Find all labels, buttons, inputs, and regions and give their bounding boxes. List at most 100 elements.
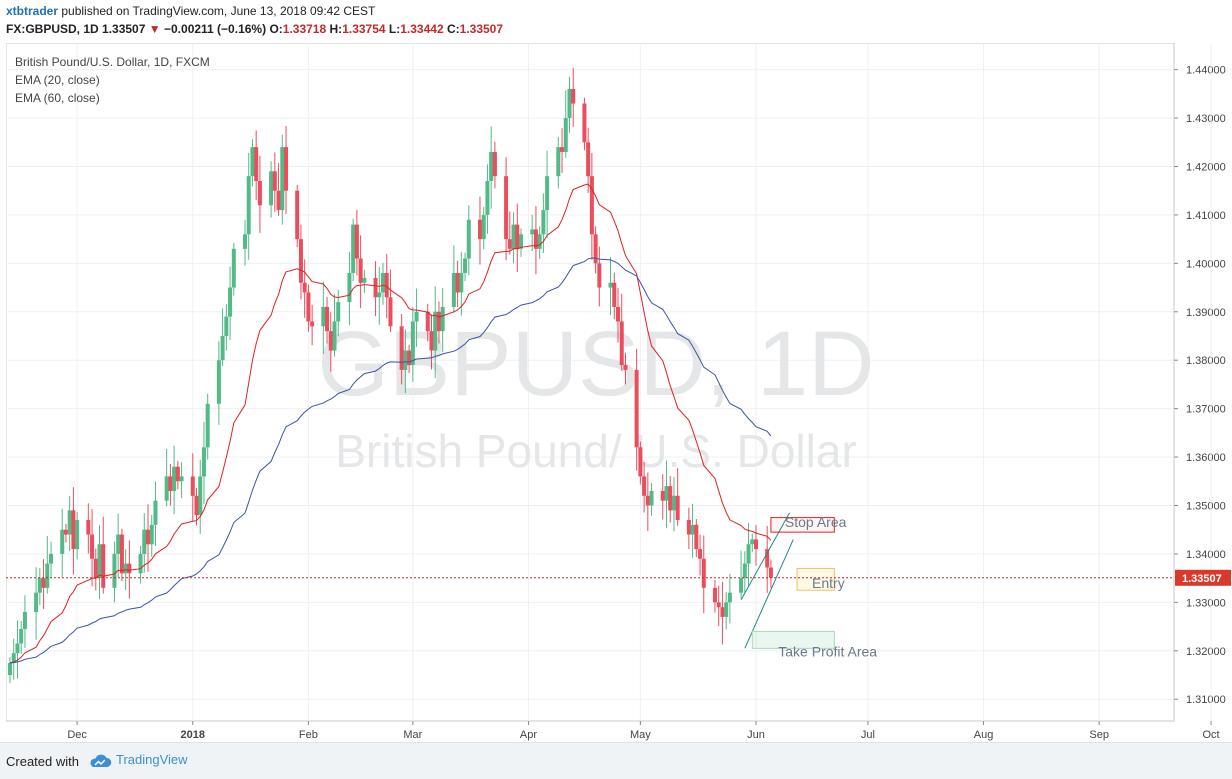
legend-ema20[interactable]: EMA (20, close) bbox=[15, 73, 100, 87]
candle-body bbox=[179, 476, 184, 482]
candle-body bbox=[664, 486, 669, 501]
candle-body bbox=[481, 214, 486, 240]
candle-body bbox=[328, 331, 333, 351]
candle-body bbox=[272, 171, 277, 191]
candle-body bbox=[407, 350, 412, 366]
last-price-badge bbox=[1175, 569, 1231, 586]
candle-body bbox=[172, 466, 177, 491]
candle-body bbox=[101, 544, 106, 588]
y-tick-label: 1.43000 bbox=[1186, 113, 1226, 125]
candle-body bbox=[768, 567, 773, 578]
candle-body bbox=[712, 587, 717, 603]
candle-body bbox=[701, 558, 706, 588]
candle-body bbox=[332, 321, 337, 351]
candle-body bbox=[93, 558, 98, 579]
price-chart[interactable]: 1.31000 1.32000 1.33000 1.34000 1.35000 1.360… bbox=[6, 43, 1232, 741]
candle-body bbox=[198, 476, 203, 516]
y-tick-label: 1.34000 bbox=[1186, 549, 1226, 561]
candle-body bbox=[597, 263, 602, 288]
candle-body bbox=[492, 151, 497, 177]
candle-body bbox=[302, 282, 307, 293]
candle-body bbox=[746, 544, 751, 564]
watermark-name: British Pound/ U.S. Dollar bbox=[335, 425, 857, 477]
candle-body bbox=[325, 306, 330, 332]
candle-body bbox=[612, 282, 617, 307]
candle-body bbox=[660, 490, 665, 501]
candle-body bbox=[619, 321, 624, 366]
candle-body bbox=[623, 365, 628, 370]
low-value: 1.33442 bbox=[400, 22, 444, 36]
x-tick-label: Oct bbox=[1202, 729, 1219, 741]
candle-body bbox=[560, 147, 565, 152]
created-with-text: Created with bbox=[6, 754, 79, 769]
candle-body bbox=[429, 331, 434, 351]
candle-body bbox=[306, 292, 311, 322]
x-tick-label: Jul bbox=[861, 729, 875, 741]
candle-body bbox=[45, 563, 50, 588]
candle-body bbox=[201, 447, 206, 477]
candle-body bbox=[351, 224, 356, 274]
candle-body bbox=[112, 553, 117, 588]
stop-area-label: Stop Area bbox=[785, 514, 847, 530]
candle-body bbox=[754, 539, 758, 550]
author-link[interactable]: xtbtrader bbox=[6, 4, 59, 18]
candle-body bbox=[63, 529, 68, 535]
y-tick-label: 1.42000 bbox=[1186, 161, 1226, 173]
candle-body bbox=[284, 147, 289, 191]
tradingview-label: TradingView bbox=[116, 752, 188, 767]
candle-body bbox=[138, 553, 143, 574]
candle-body bbox=[519, 234, 524, 249]
candle-body bbox=[153, 500, 158, 525]
candle-body bbox=[463, 258, 468, 274]
y-tick-label: 1.35000 bbox=[1186, 500, 1226, 512]
legend-ema60[interactable]: EMA (60, close) bbox=[15, 91, 100, 105]
candle-body bbox=[739, 578, 744, 593]
low-label: L: bbox=[388, 22, 401, 36]
published-text: published on TradingView.com, June 13, 2… bbox=[61, 4, 376, 18]
y-tick-label: 1.37000 bbox=[1186, 404, 1226, 416]
candle-body bbox=[414, 311, 419, 322]
candle-body bbox=[515, 224, 520, 249]
open-label: O: bbox=[269, 22, 283, 36]
candle-body bbox=[280, 147, 285, 211]
entry-box bbox=[796, 567, 835, 591]
chart-frame[interactable]: 1.31000 1.32000 1.33000 1.34000 1.35000 1.360… bbox=[6, 43, 1232, 741]
candle-body bbox=[347, 273, 352, 303]
candle-body bbox=[720, 607, 725, 617]
candle-body bbox=[373, 277, 378, 298]
high-label: H: bbox=[329, 22, 343, 36]
candle-body bbox=[511, 224, 516, 249]
candle-body bbox=[589, 176, 594, 235]
candle-body bbox=[716, 602, 721, 608]
candle-body bbox=[433, 311, 438, 351]
candle-body bbox=[504, 176, 509, 240]
candle-body bbox=[425, 311, 430, 332]
candle-body bbox=[608, 282, 613, 288]
candle-body bbox=[224, 316, 229, 336]
chart-legend: British Pound/U.S. Dollar, 1D, FXCM EMA … bbox=[15, 53, 210, 107]
candle-body bbox=[567, 89, 572, 119]
y-tick-label: 1.41000 bbox=[1186, 210, 1226, 222]
x-tick-label: Sep bbox=[1089, 729, 1109, 741]
candle-body bbox=[727, 592, 732, 603]
candle-body bbox=[220, 335, 225, 361]
candle-body bbox=[86, 520, 91, 535]
candle-body bbox=[250, 147, 255, 177]
candle-body bbox=[649, 490, 654, 506]
candle-body bbox=[556, 147, 561, 177]
x-tick-label: Jun bbox=[747, 729, 765, 741]
candle-body bbox=[246, 176, 251, 235]
candle-body bbox=[228, 287, 233, 317]
high-value: 1.33754 bbox=[342, 22, 386, 36]
y-tick-label: 1.40000 bbox=[1186, 258, 1226, 270]
candle-body bbox=[22, 612, 27, 629]
candle-body bbox=[545, 176, 550, 211]
y-tick-label: 1.38000 bbox=[1186, 355, 1226, 367]
close-label: C: bbox=[446, 22, 460, 36]
y-tick-label: 1.44000 bbox=[1186, 65, 1226, 77]
y-tick-label: 1.36000 bbox=[1186, 452, 1226, 464]
x-tick-label: Feb bbox=[299, 729, 318, 741]
tradingview-link[interactable]: TradingView bbox=[88, 752, 188, 768]
candle-body bbox=[34, 592, 39, 613]
candle-body bbox=[310, 321, 315, 327]
